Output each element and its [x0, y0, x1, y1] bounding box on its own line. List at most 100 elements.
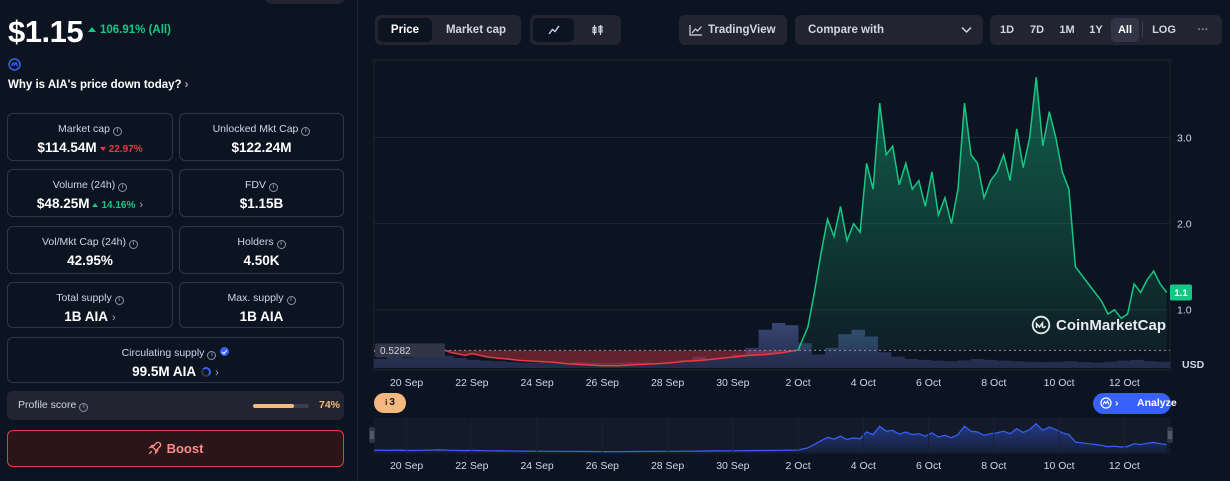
fdv-label: FDV — [245, 179, 266, 191]
profile-score-row[interactable]: Profile score i 74% — [7, 391, 344, 420]
vol-mkt-cap-label: Vol/Mkt Cap (24h) — [41, 236, 127, 248]
top-tab-edge — [265, 0, 345, 4]
x-axis-ticks: 20 Sep 22 Sep 24 Sep 26 Sep 28 Sep 30 Sep 2 Oc… — [390, 377, 1140, 389]
tab-market-cap[interactable]: Market cap — [445, 24, 507, 36]
verified-icon — [220, 347, 230, 356]
chart-style-toggle — [530, 15, 621, 45]
candlestick-icon — [592, 25, 603, 35]
holders-label: Holders — [237, 236, 274, 248]
x-tick-label: 22 Sep — [455, 377, 488, 389]
x-tick-label: 2 Oct — [786, 377, 811, 389]
total-supply-label: Total supply — [56, 292, 112, 304]
tab-price[interactable]: Price — [378, 18, 432, 42]
max-supply-label: Max. supply — [227, 292, 284, 304]
holders-value: 4.50K — [243, 253, 280, 268]
info-icon[interactable]: i — [118, 183, 128, 192]
navigator-line — [373, 422, 1167, 453]
current-price-label: 1.1 — [1174, 288, 1188, 299]
x-tick-label: 12 Oct — [1109, 377, 1140, 389]
handle-grip-icon — [1168, 431, 1172, 439]
info-icon[interactable]: i — [276, 240, 286, 249]
profile-score-bar — [253, 404, 309, 408]
left-panel: $1.15 106.91% (All) Why is AIA's price d… — [0, 0, 358, 481]
total-supply-value: 1B AIA — [64, 309, 109, 324]
more-options-button[interactable]: ··· — [1197, 24, 1209, 36]
chevron-right-icon: › — [112, 312, 116, 324]
navigator-tick-label: 4 Oct — [851, 460, 876, 472]
navigator-left-handle[interactable] — [369, 427, 375, 443]
compare-with-dropdown[interactable]: Compare with — [795, 15, 983, 45]
navigator-tick-label: 26 Sep — [586, 460, 619, 472]
range-1d[interactable]: 1D — [999, 24, 1015, 36]
price-area-above — [374, 77, 1167, 351]
info-icon[interactable]: i — [129, 240, 139, 249]
y-tick-label: 2.0 — [1177, 219, 1192, 231]
info-icon[interactable]: i — [112, 127, 122, 136]
max-supply-value: 1B AIA — [239, 309, 284, 324]
navigator-tick-label: 10 Oct — [1044, 460, 1075, 472]
boost-button[interactable]: Boost — [7, 430, 344, 467]
info-icon[interactable]: i — [301, 127, 311, 136]
events-count: 3 — [389, 397, 395, 408]
price-line-below — [374, 350, 799, 367]
analyze-label: Analyze › — [1115, 393, 1177, 414]
range-1y[interactable]: 1Y — [1089, 24, 1103, 36]
volume-label: Volume (24h) — [52, 179, 116, 191]
view-toggle: Price Market cap — [375, 15, 521, 45]
ai-sparkle-icon[interactable] — [8, 58, 21, 71]
handle-grip-icon — [370, 431, 374, 439]
range-all[interactable]: All — [1111, 18, 1139, 42]
info-icon[interactable]: i — [286, 296, 296, 305]
baseline-badge — [375, 343, 445, 358]
market-cap-card: Market cap i $114.54M 22.97% — [7, 113, 173, 161]
unlocked-mkt-cap-label: Unlocked Mkt Cap — [212, 123, 299, 135]
chevron-down-icon — [961, 26, 972, 34]
info-icon[interactable]: i — [79, 403, 89, 412]
x-tick-label: 24 Sep — [520, 377, 553, 389]
range-selector: 1D 7D 1M 1Y All LOG ··· — [990, 15, 1222, 45]
navigator-tick-label: 30 Sep — [716, 460, 749, 472]
volume-change: 14.16% — [92, 200, 135, 211]
line-chart-button[interactable] — [533, 18, 574, 42]
why-price-text: Why is AIA's price down today? — [8, 79, 182, 91]
volume-bars — [374, 323, 1170, 368]
line-chart-icon — [547, 25, 560, 35]
range-7d[interactable]: 7D — [1029, 24, 1045, 36]
volume-card[interactable]: Volume (24h) i $48.25M 14.16% › — [7, 169, 173, 217]
navigator-right-handle[interactable] — [1167, 427, 1173, 443]
info-icon[interactable]: i — [269, 183, 278, 192]
why-price-link[interactable]: Why is AIA's price down today? › — [8, 79, 188, 91]
info-icon[interactable]: i — [114, 296, 124, 305]
analyze-button[interactable]: Analyze › — [1093, 393, 1177, 414]
price-change: 106.91% (All) — [88, 24, 171, 36]
price-chart[interactable]: 0.5282 3.02.01.0 1.1 20 Sep 22 Sep 24 Sep 2… — [359, 0, 1230, 481]
navigator-tick-label: 6 Oct — [916, 460, 941, 472]
x-tick-label: 28 Sep — [651, 377, 684, 389]
info-icon[interactable]: i — [207, 351, 217, 360]
range-1m[interactable]: 1M — [1059, 24, 1075, 36]
price-change-value: 106.91% (All) — [100, 24, 171, 36]
max-supply-card: Max. supply i 1B AIA — [179, 282, 344, 328]
current-price-badge — [1170, 284, 1192, 301]
price-line-above — [395, 77, 1168, 351]
tradingview-button[interactable]: TradingView — [679, 15, 787, 45]
tradingview-icon — [689, 25, 702, 36]
tradingview-label: TradingView — [708, 24, 776, 36]
total-supply-card[interactable]: Total supply i 1B AIA › — [7, 282, 173, 328]
ai-sparkle-icon — [1100, 397, 1112, 409]
boost-label: Boost — [166, 441, 204, 456]
x-tick-label: 10 Oct — [1044, 377, 1075, 389]
market-cap-label: Market cap — [58, 123, 110, 135]
chart-panel: Price Market cap TradingView Compare wit… — [359, 0, 1230, 481]
navigator-tick-label: 12 Oct — [1109, 460, 1140, 472]
circulating-supply-card[interactable]: Circulating supply i 99.5M AIA › — [7, 337, 344, 383]
candlestick-button[interactable] — [577, 18, 618, 42]
range-log[interactable]: LOG — [1152, 24, 1176, 36]
up-arrow-icon — [88, 27, 96, 32]
vol-mkt-cap-value: 42.95% — [67, 253, 113, 268]
plot-border — [373, 59, 1171, 371]
volume-change-value: 14.16% — [101, 200, 136, 211]
rocket-icon — [147, 441, 161, 455]
navigator-tick-label: 2 Oct — [786, 460, 811, 472]
